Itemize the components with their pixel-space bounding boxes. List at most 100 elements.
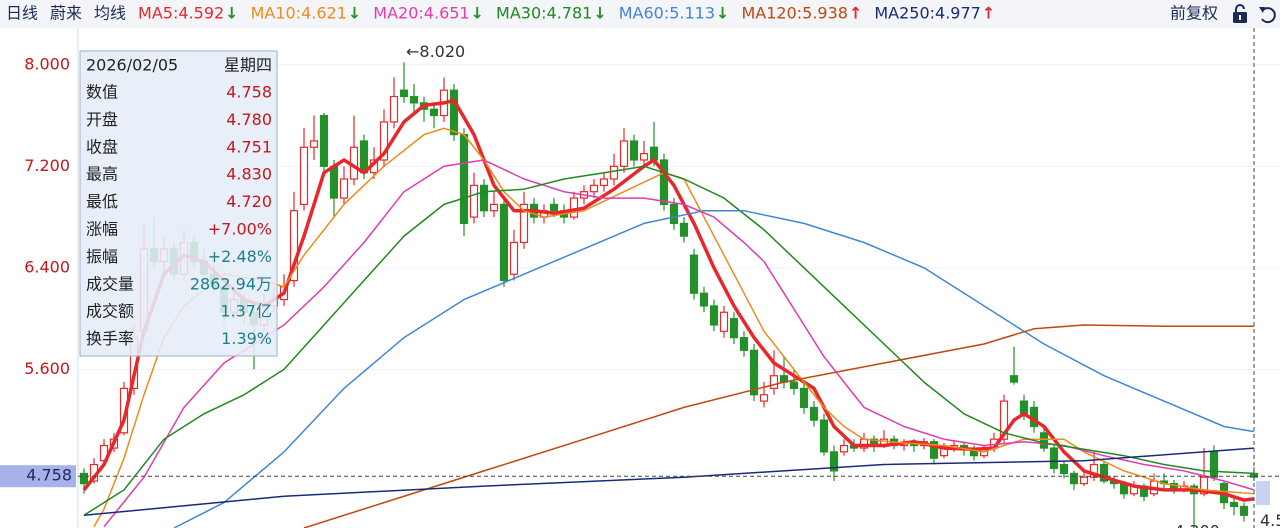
candle-body [409, 95, 419, 104]
candle-body [449, 89, 459, 136]
candle-body [609, 165, 619, 180]
candle-body [319, 114, 329, 167]
candle-body [809, 406, 819, 421]
legend-entry: MA60:5.113 [619, 4, 715, 23]
info-value: +2.48% [208, 247, 272, 266]
candle-body [499, 203, 509, 282]
candle-body [1059, 463, 1069, 475]
info-value: 4.720 [226, 192, 272, 211]
candle-body [1099, 463, 1109, 482]
lock-icon[interactable] [1233, 4, 1247, 23]
price-tag-bg [0, 465, 76, 488]
candle-body [799, 387, 809, 409]
info-label: 收盘 [86, 137, 118, 156]
adjust-button[interactable]: 前复权 [1170, 4, 1218, 23]
candle-body [289, 210, 299, 282]
candle-body [1089, 463, 1099, 478]
toolbar-item[interactable]: 蔚来 [50, 4, 82, 23]
annotation: ←8.020 [406, 42, 465, 61]
candle-body [509, 241, 519, 275]
candle-body [459, 133, 469, 225]
legend-arrow: ↓ [716, 4, 729, 23]
candle-body [1019, 400, 1029, 415]
y-tick-label: 7.200 [24, 156, 70, 175]
candle-body [789, 381, 799, 390]
info-label: 涨幅 [86, 220, 118, 239]
candle-body [689, 254, 699, 294]
candle-body [1039, 432, 1049, 449]
candle-body [1049, 447, 1059, 469]
candle-body [309, 140, 319, 148]
candle-body [299, 146, 309, 205]
candle-body [709, 305, 719, 326]
annotation: 4.300 [1174, 522, 1220, 528]
legend-arrow: ↓ [593, 4, 606, 23]
info-value: +7.00% [208, 220, 272, 239]
candle-body [589, 184, 599, 193]
info-value: 4.758 [226, 83, 272, 102]
candle-body [489, 203, 499, 212]
candle-body [829, 451, 839, 472]
info-label: 换手率 [86, 329, 134, 348]
legend-entry: MA250:4.977 [874, 4, 980, 23]
candle-body [1239, 505, 1249, 516]
candle-body [749, 349, 759, 396]
legend-arrow: ↑ [849, 4, 862, 23]
toolbar-item[interactable]: 日线 [6, 4, 38, 23]
candle-body [359, 140, 369, 174]
y-tick-label: 6.400 [24, 257, 70, 276]
candle-body [549, 203, 559, 212]
candle-body [719, 311, 729, 332]
info-value: 4.830 [226, 165, 272, 184]
candle-body [659, 159, 669, 205]
candle-body [999, 400, 1009, 440]
candle-body [1009, 375, 1019, 383]
candle-body [1209, 451, 1219, 478]
candle-body [569, 197, 579, 218]
info-label: 成交量 [86, 274, 134, 293]
y-tick-label: 8.000 [24, 54, 70, 73]
toolbar-bg [0, 0, 1280, 28]
candle-body [329, 165, 339, 199]
right-tag-bg [1256, 481, 1270, 505]
info-panel-bg [79, 50, 278, 357]
candle-body [379, 121, 389, 161]
candle-body [679, 222, 689, 237]
legend-arrow: ↓ [348, 4, 361, 23]
info-label: 成交额 [86, 302, 134, 321]
candle-body [469, 184, 479, 218]
info-weekday: 星期四 [224, 56, 272, 75]
candle-body [639, 153, 649, 161]
legend-arrow: ↓ [225, 4, 238, 23]
candle-body [629, 140, 639, 161]
info-label: 振幅 [86, 247, 118, 266]
ma-line [303, 324, 1254, 528]
legend-entry: MA120:5.938 [741, 4, 847, 23]
candle-body [769, 375, 779, 390]
candle-body [649, 146, 659, 161]
candle-body [1069, 472, 1079, 485]
ma-line [83, 447, 1255, 517]
candle-body [519, 203, 529, 244]
candle-body [399, 89, 409, 98]
candle-body [739, 337, 749, 351]
candle-body [1199, 476, 1209, 495]
info-label: 最高 [86, 165, 118, 184]
candle-body [619, 140, 629, 167]
price-tag: 4.758 [26, 466, 72, 485]
candle-body [339, 178, 349, 199]
info-panel: 2026/02/05 星期四 数值 4.758 开盘 4.780 收盘 4.751 最高 4.… [79, 50, 278, 357]
toolbar-item[interactable]: 均线 [94, 4, 126, 23]
info-date: 2026/02/05 [86, 56, 178, 75]
info-label: 开盘 [86, 110, 118, 129]
info-value: 4.751 [226, 137, 272, 156]
reset-icon[interactable] [1259, 7, 1276, 24]
candle-body [429, 108, 439, 117]
legend-arrow: ↓ [471, 4, 484, 23]
candle-body [819, 419, 829, 453]
y-axis: 5.600 6.400 7.200 8.000 [24, 54, 70, 378]
annotation: 4.5 [1260, 511, 1280, 528]
toolbar: 日线 蔚来 均线 MA5:4.592 ↓ MA10:4.621 ↓ MA20:4.651 ↓ MA… [6, 4, 995, 23]
candle-body [929, 441, 939, 459]
